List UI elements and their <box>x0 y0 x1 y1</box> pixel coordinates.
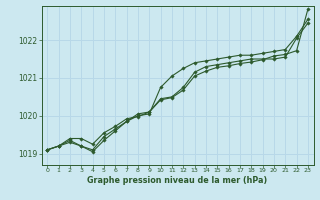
X-axis label: Graphe pression niveau de la mer (hPa): Graphe pression niveau de la mer (hPa) <box>87 176 268 185</box>
